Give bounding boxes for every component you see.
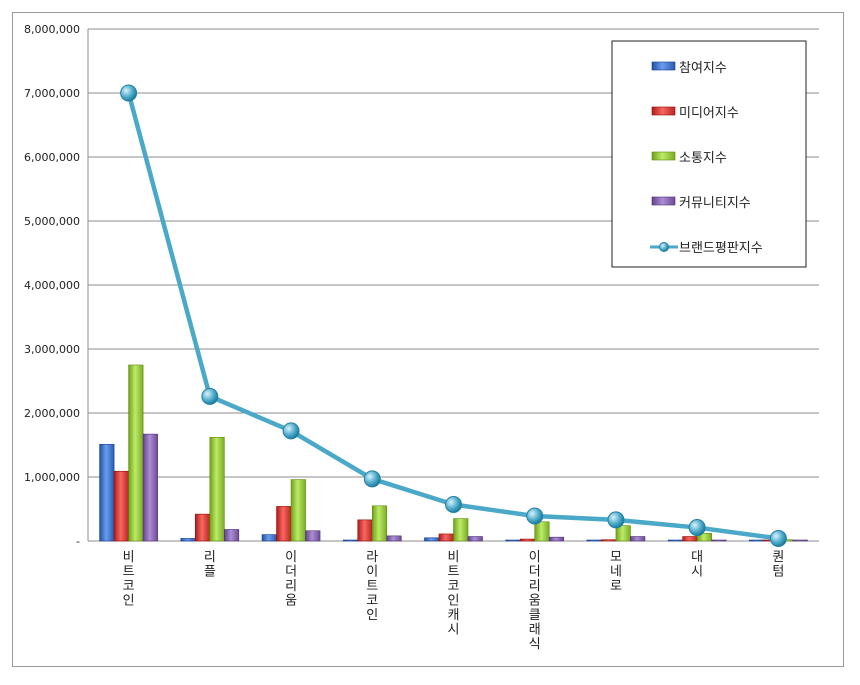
bar-3-4 <box>371 505 388 542</box>
line-layer <box>120 84 787 547</box>
bar-4-3 <box>305 530 321 542</box>
bar-4-5 <box>467 536 483 542</box>
category-labels: 비 트 코 인 리 플 이 더 리 움 라 이 트 코 인 비 트 코 인 캐 시 이 더 리 움 클 래 식 모 네 로 대 시 퀀 텀 <box>123 550 785 652</box>
legend-box <box>611 40 807 268</box>
line-point <box>769 529 787 547</box>
bar-1-1 <box>99 444 115 542</box>
bar-4-4 <box>386 535 402 542</box>
legend-swatch <box>651 106 676 116</box>
bar-2-6 <box>519 538 536 542</box>
line-point <box>445 496 462 514</box>
bar-3-7 <box>615 525 631 542</box>
bar-4-7 <box>630 536 646 542</box>
y-tick-label: 5,000,000 <box>24 215 80 228</box>
bar-3-1 <box>128 364 144 542</box>
bar-2-5 <box>438 533 454 542</box>
line-point <box>607 511 625 529</box>
bar-4-1 <box>142 433 158 542</box>
y-tick-label: 6,000,000 <box>24 151 80 164</box>
line-point <box>201 387 219 405</box>
bar-2-3 <box>276 506 292 542</box>
bar-1-7 <box>586 539 602 542</box>
legend-swatch <box>651 151 676 161</box>
legend-swatch <box>651 61 676 71</box>
bar-2-8 <box>682 536 698 542</box>
bar-1-9 <box>749 539 765 542</box>
chart-frame: - 1,000,000 2,000,000 3,000,000 4,000,000 5,0… <box>12 12 844 667</box>
bar-2-2 <box>195 513 211 542</box>
legend-label: 브랜드평판지수 <box>679 241 763 256</box>
bar-1-4 <box>342 539 359 542</box>
bar-4-9 <box>792 539 808 542</box>
brand-reputation-chart: - 1,000,000 2,000,000 3,000,000 4,000,000 5,0… <box>24 23 819 652</box>
bar-1-2 <box>180 538 196 542</box>
bar-1-3 <box>261 534 277 542</box>
line-point <box>526 507 544 525</box>
legend-marker <box>659 242 669 252</box>
legend-label: 미디어지수 <box>679 106 739 121</box>
bar-1-8 <box>667 539 683 542</box>
legend-swatch <box>651 196 676 206</box>
y-tick-label: 8,000,000 <box>24 23 80 36</box>
y-tick-label: 4,000,000 <box>24 279 80 292</box>
y-tick-label: - <box>76 535 80 548</box>
line-point <box>688 519 706 537</box>
grid-layer <box>88 28 819 478</box>
bar-4-2 <box>224 529 240 542</box>
bar-4-6 <box>548 536 565 542</box>
legend-label: 커뮤니티지수 <box>679 196 751 211</box>
bar-3-3 <box>290 479 306 542</box>
line-point <box>120 84 138 102</box>
bar-layer <box>99 364 808 542</box>
y-tick-label: 2,000,000 <box>24 407 80 420</box>
bar-2-1 <box>113 470 129 542</box>
line-point <box>282 422 300 440</box>
bar-1-6 <box>505 539 521 542</box>
bar-3-8 <box>696 533 712 542</box>
bar-3-6 <box>534 521 550 542</box>
y-tick-label: 3,000,000 <box>24 343 80 356</box>
bar-4-8 <box>711 539 727 542</box>
y-tick-label: 1,000,000 <box>24 471 80 484</box>
bar-3-2 <box>209 437 225 542</box>
legend-label: 소통지수 <box>679 151 727 166</box>
bar-1-5 <box>424 537 440 542</box>
legend-label: 참여지수 <box>679 61 727 76</box>
bar-2-4 <box>357 519 373 542</box>
bar-2-7 <box>601 539 617 542</box>
line-point <box>363 470 381 488</box>
bar-3-5 <box>453 518 469 542</box>
y-tick-label: 7,000,000 <box>24 87 80 100</box>
